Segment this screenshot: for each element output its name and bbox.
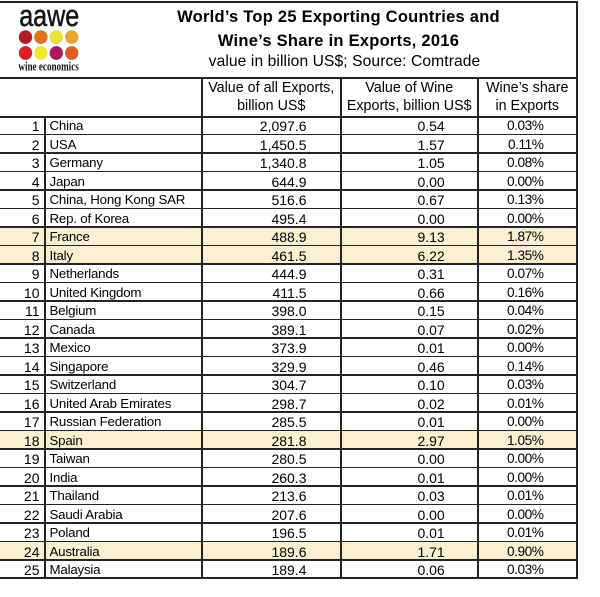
svg-text:aawe: aawe: [19, 6, 79, 33]
svg-text:wine economics: wine economics: [18, 59, 79, 73]
